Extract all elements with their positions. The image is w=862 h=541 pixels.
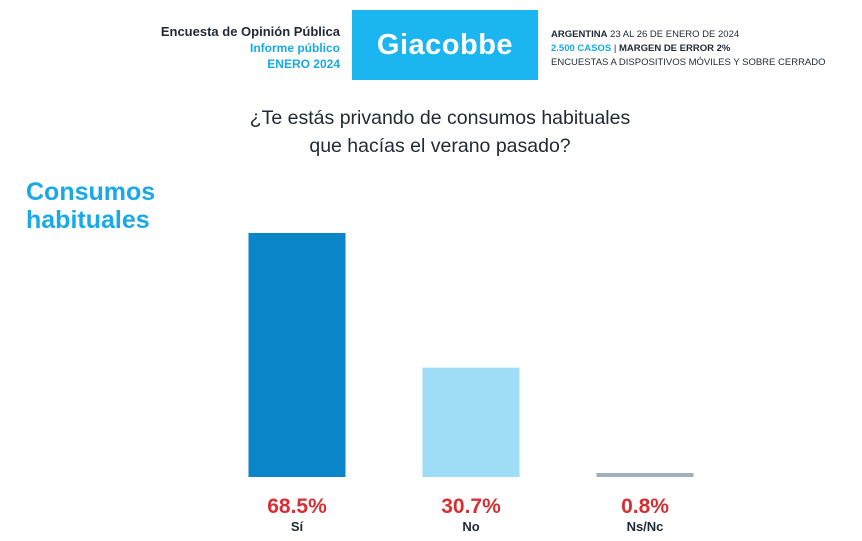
survey-dates: 23 AL 26 DE ENERO DE 2024 <box>610 29 740 40</box>
bar-ns-nc <box>596 473 694 477</box>
separator: | <box>613 43 617 54</box>
report-type: Informe público <box>250 41 340 55</box>
survey-country-dates: ARGENTINA 23 AL 26 DE ENERO DE 2024 <box>551 28 826 42</box>
survey-cases: 2.500 CASOS <box>551 43 612 54</box>
survey-country: ARGENTINA <box>551 29 608 40</box>
section-title-line-1: Consumos <box>26 178 156 206</box>
category-label: Sí <box>291 519 304 534</box>
value-label: 0.8% <box>621 495 669 518</box>
survey-info: Encuesta de Opinión Pública Informe públ… <box>161 24 340 72</box>
report-date: ENERO 2024 <box>267 57 340 71</box>
survey-details: ARGENTINA 23 AL 26 DE ENERO DE 2024 2.50… <box>551 28 826 70</box>
category-label: Ns/Nc <box>627 519 664 534</box>
value-label: 30.7% <box>441 495 501 518</box>
question-line-2: que hacías el verano pasado? <box>309 135 571 157</box>
chart-question: ¿Te estás privando de consumos habituale… <box>160 104 720 160</box>
bar-no <box>422 367 520 477</box>
survey-title: Encuesta de Opinión Pública <box>160 24 340 39</box>
survey-margin: MARGEN DE ERROR 2% <box>618 43 731 54</box>
survey-sample: 2.500 CASOS | MARGEN DE ERROR 2% <box>551 42 826 56</box>
value-label: 68.5% <box>267 495 327 518</box>
section-title-line-2: habituales <box>26 206 150 234</box>
category-label: No <box>462 519 479 534</box>
bar-s- <box>248 233 346 477</box>
question-line-1: ¿Te estás privando de consumos habituale… <box>249 107 631 129</box>
section-title: Consumos habituales <box>26 178 155 234</box>
survey-method: ENCUESTAS A DISPOSITIVOS MÓVILES Y SOBRE… <box>551 57 826 68</box>
brand-name: Giacobbe <box>376 28 514 61</box>
brand-logo: Giacobbe <box>352 10 538 80</box>
